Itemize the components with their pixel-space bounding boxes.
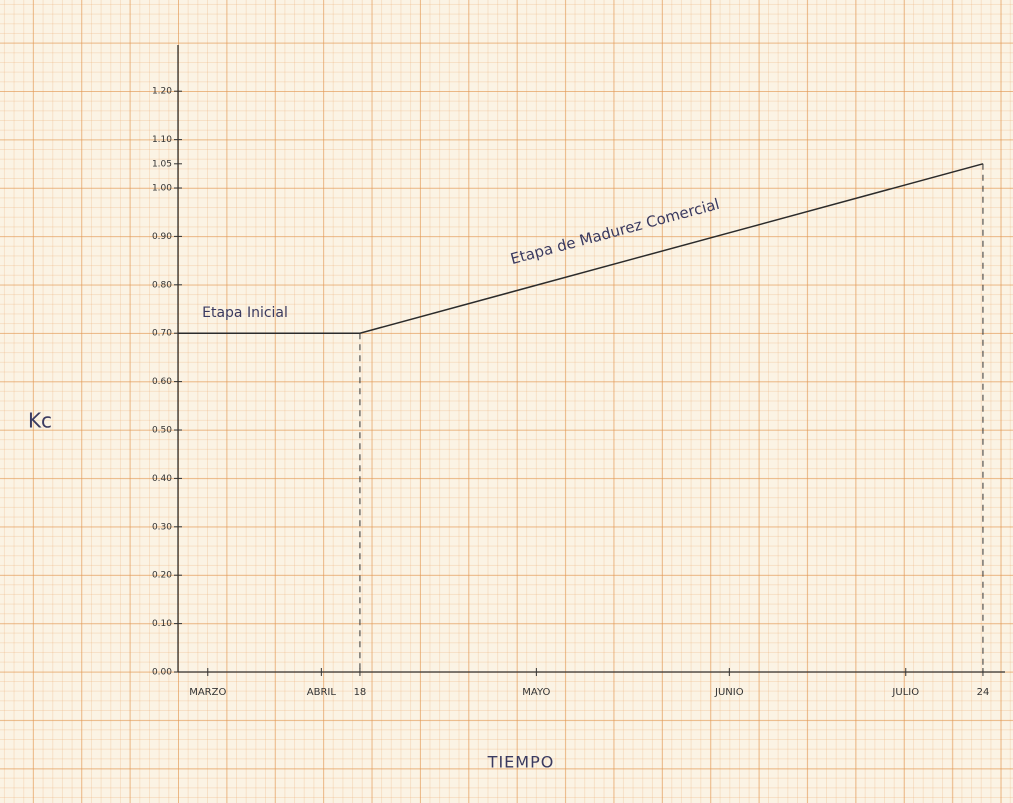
y-tick-label: 0.20: [152, 571, 172, 581]
y-tick-label: 0.90: [152, 232, 172, 242]
y-tick-label: 1.05: [152, 159, 172, 169]
y-tick-label: 0.50: [152, 426, 172, 436]
x-tick-label: MAYO: [522, 687, 550, 698]
y-tick-label: 0.80: [152, 280, 172, 290]
x-tick-label: ABRIL: [307, 687, 337, 698]
x-tick-label: 24: [977, 687, 990, 698]
x-axis-label: TIEMPO: [487, 753, 555, 772]
y-tick-label: 1.10: [152, 135, 172, 145]
y-tick-label: 0.70: [152, 329, 172, 339]
x-tick-label: 18: [354, 687, 367, 698]
annotation: Etapa de Madurez Comercial: [508, 195, 721, 268]
y-tick-label: 1.00: [152, 184, 172, 194]
annotation: Etapa Inicial: [202, 305, 288, 321]
y-tick-label: 0.30: [152, 522, 172, 532]
x-tick-label: MARZO: [189, 687, 226, 698]
x-tick-label: JUNIO: [714, 687, 744, 698]
y-tick-label: 0.60: [152, 377, 172, 387]
y-tick-label: 0.10: [152, 619, 172, 629]
y-tick-label: 0.40: [152, 474, 172, 484]
chart: Kc TIEMPO Etapa Inicial Etapa de Madurez…: [0, 0, 1013, 803]
y-tick-label: 1.20: [152, 87, 172, 97]
x-tick-label: JULIO: [891, 687, 919, 698]
y-axis-label: Kc: [28, 409, 52, 433]
y-tick-label: 0.00: [152, 668, 172, 678]
